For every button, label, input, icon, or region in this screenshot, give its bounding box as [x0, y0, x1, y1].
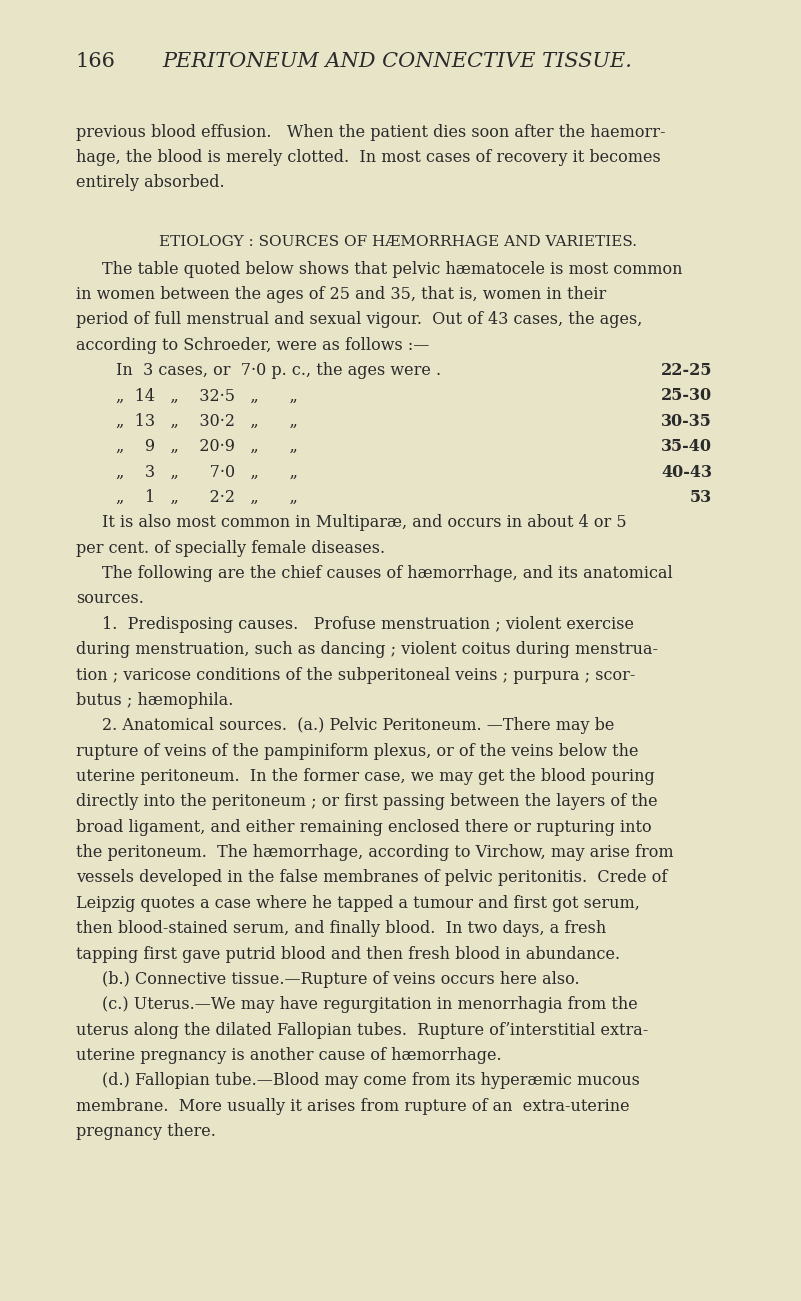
Text: uterine pregnancy is another cause of hæmorrhage.: uterine pregnancy is another cause of hæ… [76, 1047, 501, 1064]
Text: (d.) Fallopian tube.—Blood may come from its hyperæmic mucous: (d.) Fallopian tube.—Blood may come from… [103, 1072, 640, 1089]
Text: The following are the chief causes of hæmorrhage, and its anatomical: The following are the chief causes of hæ… [103, 565, 673, 582]
Text: during menstruation, such as dancing ; violent coitus during menstrua-: during menstruation, such as dancing ; v… [76, 641, 658, 658]
Text: directly into the peritoneum ; or first passing between the layers of the: directly into the peritoneum ; or first … [76, 794, 658, 811]
Text: In  3 cases, or  7·0 p. c., the ages were .: In 3 cases, or 7·0 p. c., the ages were … [115, 362, 441, 379]
Text: (c.) Uterus.—We may have regurgitation in menorrhagia from the: (c.) Uterus.—We may have regurgitation i… [103, 997, 638, 1013]
Text: 40-43: 40-43 [661, 463, 712, 480]
Text: hage, the blood is merely clotted.  In most cases of recovery it becomes: hage, the blood is merely clotted. In mo… [76, 150, 661, 167]
Text: membrane.  More usually it arises from rupture of an  extra-uterine: membrane. More usually it arises from ru… [76, 1098, 630, 1115]
Text: period of full menstrual and sexual vigour.  Out of 43 cases, the ages,: period of full menstrual and sexual vigo… [76, 311, 642, 328]
Text: „    9   „    20·9   „      „: „ 9 „ 20·9 „ „ [115, 438, 297, 455]
Text: the peritoneum.  The hæmorrhage, according to Virchow, may arise from: the peritoneum. The hæmorrhage, accordin… [76, 844, 674, 861]
Text: 1.  Predisposing causes.   Profuse menstruation ; violent exercise: 1. Predisposing causes. Profuse menstrua… [103, 615, 634, 632]
Text: It is also most common in Multiparæ, and occurs in about 4 or 5: It is also most common in Multiparæ, and… [103, 514, 627, 531]
Text: 22-25: 22-25 [661, 362, 712, 379]
Text: sources.: sources. [76, 591, 143, 608]
Text: tion ; varicose conditions of the subperitoneal veins ; purpura ; scor-: tion ; varicose conditions of the subper… [76, 666, 635, 683]
Text: „  14   „    32·5   „      „: „ 14 „ 32·5 „ „ [115, 388, 297, 405]
Text: PERITONEUM AND CONNECTIVE TISSUE.: PERITONEUM AND CONNECTIVE TISSUE. [163, 52, 633, 72]
Text: per cent. of specially female diseases.: per cent. of specially female diseases. [76, 540, 384, 557]
Text: entirely absorbed.: entirely absorbed. [76, 174, 224, 191]
Text: broad ligament, and either remaining enclosed there or rupturing into: broad ligament, and either remaining enc… [76, 818, 651, 835]
Text: ETIOLOGY : SOURCES OF HÆMORRHAGE AND VARIETIES.: ETIOLOGY : SOURCES OF HÆMORRHAGE AND VAR… [159, 235, 637, 250]
Text: butus ; hæmophila.: butus ; hæmophila. [76, 692, 233, 709]
Text: then blood-stained serum, and finally blood.  In two days, a fresh: then blood-stained serum, and finally bl… [76, 920, 606, 937]
Text: pregnancy there.: pregnancy there. [76, 1123, 215, 1140]
Text: 25-30: 25-30 [661, 388, 712, 405]
Text: 166: 166 [76, 52, 115, 72]
Text: previous blood effusion.   When the patient dies soon after the haemorr-: previous blood effusion. When the patien… [76, 124, 666, 141]
Text: „    1   „      2·2   „      „: „ 1 „ 2·2 „ „ [115, 489, 297, 506]
Text: vessels developed in the false membranes of pelvic peritonitis.  Crede of: vessels developed in the false membranes… [76, 869, 667, 886]
Text: Leipzig quotes a case where he tapped a tumour and first got serum,: Leipzig quotes a case where he tapped a … [76, 895, 640, 912]
Text: uterus along the dilated Fallopian tubes.  Rupture ofʼinterstitial extra-: uterus along the dilated Fallopian tubes… [76, 1021, 648, 1038]
Text: „  13   „    30·2   „      „: „ 13 „ 30·2 „ „ [115, 412, 297, 429]
Text: The table quoted below shows that pelvic hæmatocele is most common: The table quoted below shows that pelvic… [103, 260, 682, 277]
Text: in women between the ages of 25 and 35, that is, women in their: in women between the ages of 25 and 35, … [76, 286, 606, 303]
Text: 2. Anatomical sources.  (a.) Pelvic Peritoneum. —There may be: 2. Anatomical sources. (a.) Pelvic Perit… [103, 717, 614, 734]
Text: (b.) Connective tissue.—Rupture of veins occurs here also.: (b.) Connective tissue.—Rupture of veins… [103, 971, 580, 987]
Text: uterine peritoneum.  In the former case, we may get the blood pouring: uterine peritoneum. In the former case, … [76, 768, 654, 785]
Text: tapping first gave putrid blood and then fresh blood in abundance.: tapping first gave putrid blood and then… [76, 946, 620, 963]
Text: rupture of veins of the pampiniform plexus, or of the veins below the: rupture of veins of the pampiniform plex… [76, 743, 638, 760]
Text: 53: 53 [690, 489, 712, 506]
Text: 30-35: 30-35 [661, 412, 712, 429]
Text: according to Schroeder, were as follows :—: according to Schroeder, were as follows … [76, 337, 429, 354]
Text: „    3   „      7·0   „      „: „ 3 „ 7·0 „ „ [115, 463, 297, 480]
Text: 35-40: 35-40 [661, 438, 712, 455]
